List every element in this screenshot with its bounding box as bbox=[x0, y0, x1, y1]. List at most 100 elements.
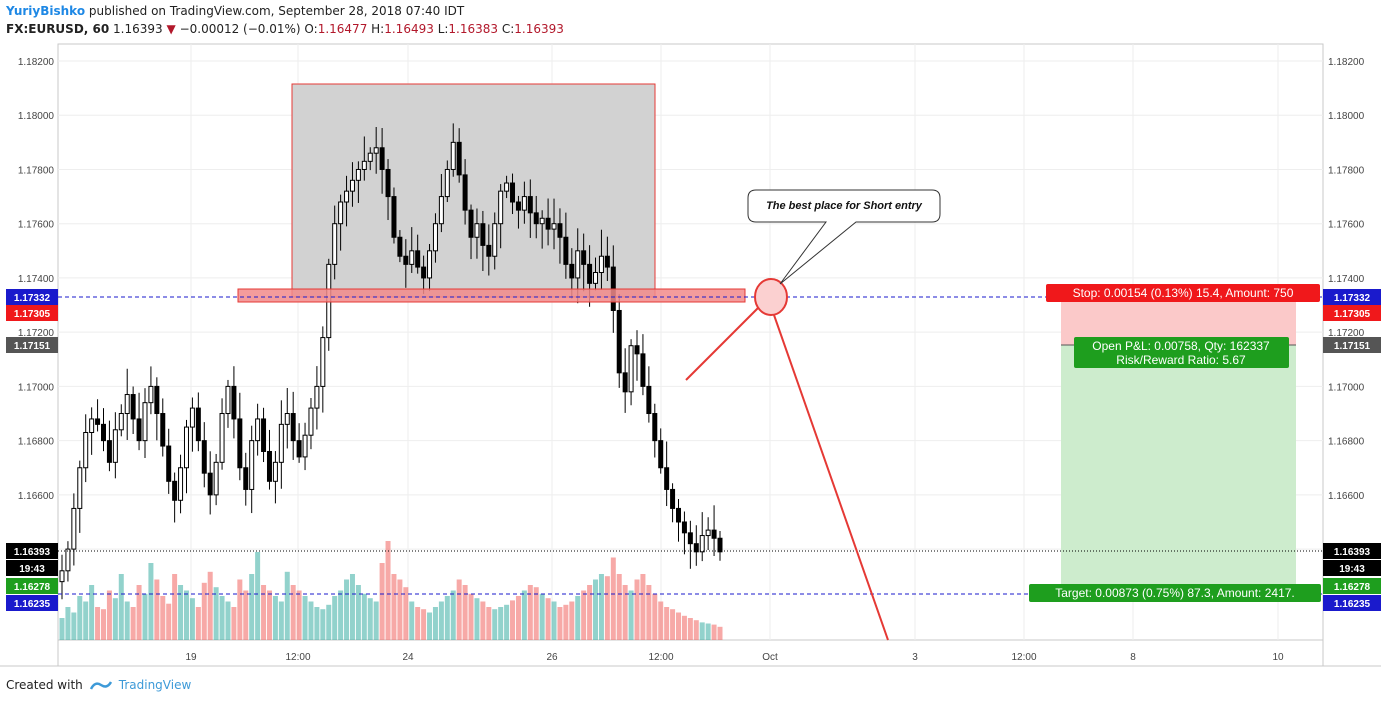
volume-bar bbox=[59, 618, 65, 640]
price-labels: 1.17332 1.17332 1.17305 1.17305 1.17151 1.171… bbox=[6, 289, 1381, 611]
candle-body bbox=[83, 431, 89, 469]
candle-body bbox=[598, 255, 604, 274]
candle-body bbox=[510, 182, 516, 203]
y-tick-label: 1.17000 bbox=[18, 382, 55, 393]
volume-bar bbox=[681, 615, 687, 640]
price-label-text: 1.17151 bbox=[1334, 341, 1371, 352]
last-price: 1.16393 bbox=[113, 22, 163, 36]
volume-bar bbox=[100, 609, 106, 640]
volume-bar bbox=[83, 601, 89, 640]
volume-bar bbox=[397, 579, 403, 640]
y-tick-label: 1.17400 bbox=[18, 274, 55, 285]
tradingview-link[interactable]: TradingView bbox=[118, 678, 192, 692]
volume-bar bbox=[77, 596, 83, 640]
candle-body bbox=[100, 423, 106, 442]
volume-bar bbox=[610, 557, 616, 640]
volume-bar bbox=[421, 609, 427, 640]
price-label-text: 1.16278 bbox=[1334, 582, 1371, 593]
price-label-text: 1.16278 bbox=[14, 582, 51, 593]
stop-badge[interactable] bbox=[1046, 284, 1320, 302]
volume-bar bbox=[118, 574, 124, 640]
volume-bar bbox=[498, 607, 504, 640]
candle-body bbox=[480, 223, 486, 246]
candlesticks bbox=[59, 123, 723, 600]
volume-bar bbox=[338, 590, 344, 640]
candle-body bbox=[498, 190, 504, 225]
candle-body bbox=[569, 263, 575, 279]
entry-circle[interactable] bbox=[754, 278, 788, 316]
candle-body bbox=[492, 223, 498, 257]
volume-bar bbox=[385, 541, 391, 640]
x-tick-label: Oct bbox=[762, 652, 778, 663]
y-tick-label: 1.17600 bbox=[18, 220, 55, 231]
volume-bar bbox=[178, 585, 184, 640]
resistance-zone[interactable] bbox=[237, 288, 746, 303]
volume-bar bbox=[112, 598, 118, 640]
candle-body bbox=[195, 407, 201, 442]
price-label-box bbox=[6, 289, 58, 305]
candle-body bbox=[148, 385, 154, 404]
candle-body bbox=[468, 209, 474, 238]
volume-bar bbox=[148, 563, 154, 640]
y-tick-label: 1.17200 bbox=[18, 328, 55, 339]
volume-bar bbox=[456, 579, 462, 640]
volume-bar bbox=[142, 593, 148, 640]
candle-body bbox=[112, 429, 118, 463]
candle-body bbox=[676, 507, 682, 523]
volume-bar bbox=[326, 604, 332, 640]
price-label-box bbox=[1323, 289, 1381, 305]
volume-bar bbox=[557, 607, 563, 640]
volume-bar bbox=[504, 604, 510, 640]
candle-body bbox=[474, 223, 480, 238]
price-label-text: 1.16393 bbox=[1334, 547, 1371, 558]
volume-bar bbox=[201, 582, 207, 640]
candle-body bbox=[438, 196, 444, 225]
price-label-box bbox=[1323, 578, 1381, 594]
volume-bar bbox=[136, 585, 142, 640]
volume-bar bbox=[272, 596, 278, 640]
target-zone[interactable] bbox=[1061, 345, 1296, 594]
price-label-box bbox=[6, 305, 58, 321]
low-label: L: bbox=[437, 22, 449, 36]
candle-body bbox=[711, 529, 717, 539]
volume-bars bbox=[59, 541, 723, 640]
volume-bar bbox=[593, 579, 599, 640]
x-tick-label: 12:00 bbox=[1011, 652, 1036, 663]
arrow-up-line[interactable] bbox=[685, 303, 763, 381]
volume-bar bbox=[183, 590, 189, 640]
y-tick-label: 1.17400 bbox=[1328, 274, 1365, 285]
candle-body bbox=[183, 426, 189, 469]
author-link[interactable]: YuriyBishko bbox=[6, 4, 86, 18]
price-label-box bbox=[1323, 543, 1381, 559]
volume-bar bbox=[308, 601, 314, 640]
volume-bar bbox=[693, 620, 699, 640]
candle-body bbox=[89, 418, 95, 433]
volume-bar bbox=[302, 596, 308, 640]
annotation-callout[interactable] bbox=[747, 189, 941, 285]
y-tick-label: 1.16800 bbox=[18, 437, 55, 448]
volume-bar bbox=[539, 593, 545, 640]
candle-body bbox=[373, 147, 379, 154]
candle-body bbox=[486, 244, 492, 257]
x-tick-label: 12:00 bbox=[285, 652, 310, 663]
candle-body bbox=[344, 190, 350, 203]
volume-bar bbox=[166, 603, 172, 640]
volume-bar bbox=[415, 607, 421, 640]
volume-bar bbox=[545, 598, 551, 640]
candle-body bbox=[172, 480, 178, 501]
candle-body bbox=[118, 413, 124, 431]
arrow-down-line[interactable] bbox=[773, 314, 889, 641]
volume-bar bbox=[278, 601, 284, 640]
open-label: O: bbox=[304, 22, 318, 36]
volume-bar bbox=[581, 590, 587, 640]
volume-bar bbox=[332, 596, 338, 640]
x-tick-label: 3 bbox=[912, 652, 918, 663]
volume-bar bbox=[676, 612, 682, 640]
candle-body bbox=[95, 418, 101, 425]
candle-body bbox=[545, 217, 551, 230]
volume-bar bbox=[379, 563, 385, 640]
pnl-badge[interactable] bbox=[1074, 337, 1289, 368]
target-badge[interactable] bbox=[1029, 584, 1321, 602]
candle-body bbox=[539, 217, 545, 225]
